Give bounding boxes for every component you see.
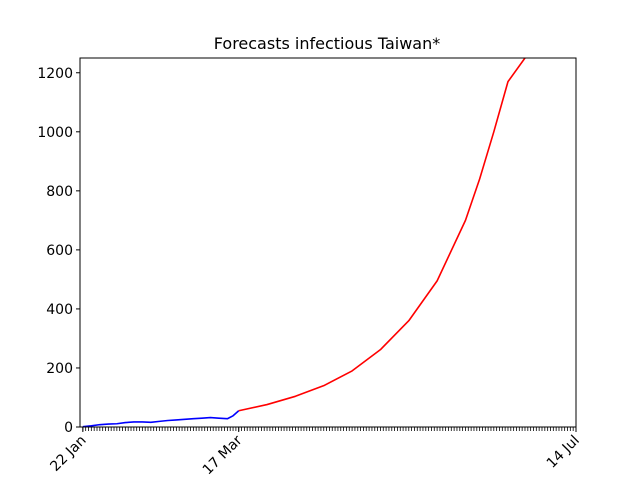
y-tick-label: 800	[46, 184, 73, 200]
y-axis: 0 200 400 600 800 1000 1200	[37, 66, 80, 436]
plot-frame	[79, 57, 577, 428]
y-tick-label: 600	[46, 243, 73, 259]
plot-lines	[82, 58, 526, 427]
x-axis: 22 Jan 17 Mar 14 Jul	[47, 427, 583, 478]
y-tick-label: 1200	[37, 66, 73, 82]
y-tick-label: 0	[64, 420, 73, 436]
x-tick-label: 22 Jan	[47, 433, 89, 475]
x-tick-label: 14 Jul	[544, 433, 583, 472]
x-tick-label: 17 Mar	[200, 432, 246, 478]
y-tick-label: 1000	[37, 125, 73, 141]
y-tick-label: 200	[46, 361, 73, 377]
chart-title: Forecasts infectious Taiwan*	[214, 34, 440, 53]
observed-series-line	[82, 410, 240, 427]
forecast-series-line	[238, 58, 526, 412]
series-group	[82, 58, 526, 427]
y-tick-label: 400	[46, 302, 73, 318]
